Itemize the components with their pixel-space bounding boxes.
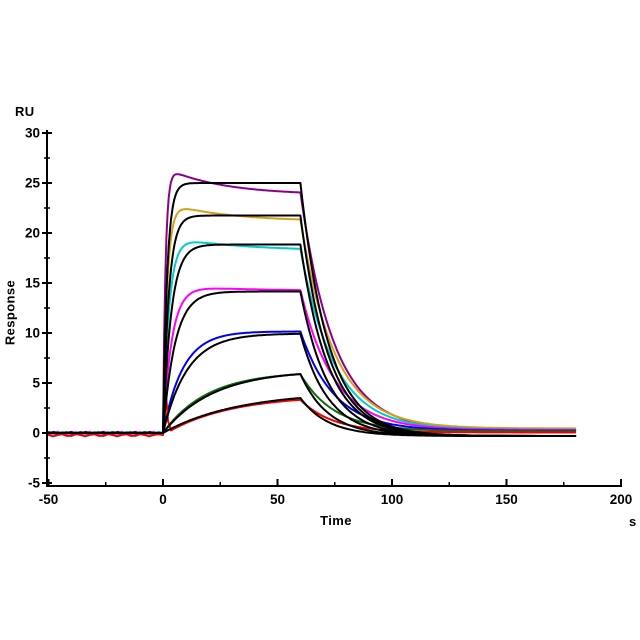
x-tick-label: 150 [495, 492, 518, 507]
x-tick-label: 50 [270, 492, 285, 507]
y-tick-label: 10 [25, 326, 40, 341]
y-tick-label: -5 [28, 476, 40, 491]
x-tick-label: 200 [610, 492, 633, 507]
y-tick-label: 15 [25, 276, 41, 291]
y-axis-unit-label: RU [15, 104, 35, 119]
x-tick-label: 0 [159, 492, 167, 507]
fit-line-fit-2 [47, 214, 577, 437]
fit-line-fit-5 [47, 332, 577, 437]
data-trace-concentration-2 [47, 208, 577, 435]
data-trace-concentration-5 [47, 330, 577, 436]
y-tick-label: 5 [32, 376, 40, 391]
y-tick-label: 25 [25, 176, 41, 191]
data-trace-concentration-6 [47, 373, 577, 436]
x-tick-label: -50 [39, 492, 59, 507]
fit-line-fit-6 [47, 373, 577, 437]
x-axis-title: Time [320, 513, 352, 528]
y-tick-label: 20 [25, 226, 40, 241]
y-tick-label: 30 [25, 126, 40, 141]
y-tick-label: 0 [32, 426, 40, 441]
data-trace-concentration-7-lowest [47, 389, 577, 438]
data-trace-concentration-4 [47, 287, 577, 436]
fit-line-fit-7 [47, 397, 577, 437]
y-axis-title: Response [2, 279, 18, 346]
x-tick-label: 100 [381, 492, 404, 507]
x-axis-unit-label: s [629, 514, 637, 529]
